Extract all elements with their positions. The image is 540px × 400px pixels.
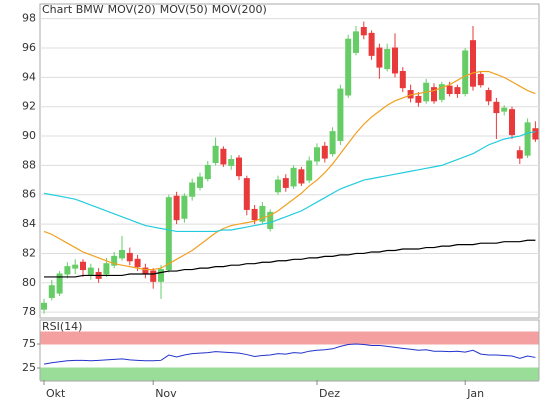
- candle-body: [87, 267, 94, 276]
- candle-body: [41, 302, 47, 310]
- y-tick-label: 92: [22, 100, 36, 113]
- candle-body: [158, 269, 164, 282]
- candle-body: [509, 109, 515, 136]
- candle-body: [220, 148, 227, 165]
- y-tick-label: 75: [22, 337, 36, 350]
- y-tick-label: 94: [22, 70, 36, 83]
- candle-body: [212, 145, 219, 163]
- candle-body: [392, 47, 398, 74]
- candle-body: [275, 179, 281, 193]
- candle-body: [48, 285, 55, 298]
- moving-average: [43, 70, 536, 271]
- legend-entry: MOV(50): [160, 3, 208, 16]
- candle-body: [376, 47, 383, 68]
- y-tick-label: 90: [22, 129, 36, 142]
- rsi-line: [43, 343, 536, 365]
- y-tick-label: 84: [22, 217, 36, 230]
- candle-body: [56, 273, 63, 294]
- y-tick-label: 96: [22, 41, 36, 54]
- candle-body: [353, 31, 359, 53]
- candle-body: [197, 176, 203, 188]
- candle-body: [181, 195, 188, 219]
- y-tick-label: 88: [22, 158, 36, 171]
- candle-body: [321, 145, 328, 159]
- candle-body: [399, 70, 406, 89]
- candle-body: [165, 197, 172, 271]
- moving-average: [43, 131, 536, 233]
- band: [40, 367, 539, 381]
- moving-average: [44, 239, 536, 278]
- candle-body: [267, 211, 274, 229]
- y-tick-label: 80: [22, 276, 36, 289]
- candle-body: [454, 87, 461, 95]
- y-tick-label: 86: [22, 188, 36, 201]
- candle-body: [345, 38, 352, 96]
- candle-body: [126, 252, 133, 262]
- candle-body: [368, 32, 375, 56]
- candle-body: [173, 195, 180, 221]
- candle-body: [306, 160, 313, 181]
- candle-body: [485, 90, 492, 102]
- y-tick-label: 25: [22, 361, 36, 374]
- candle-body: [446, 85, 453, 95]
- candle-body: [384, 48, 391, 70]
- x-tick-label: Dez: [319, 387, 340, 400]
- candle-body: [516, 150, 523, 159]
- x-tick-label: Jan: [466, 387, 484, 400]
- candle-body: [462, 50, 469, 95]
- candle-body: [493, 101, 500, 114]
- candle-body: [111, 255, 118, 266]
- candle-body: [150, 270, 157, 282]
- y-tick-label: 98: [22, 12, 36, 25]
- candle-body: [243, 178, 250, 210]
- candle-body: [415, 95, 422, 103]
- candle-body: [290, 167, 297, 187]
- candle-body: [251, 208, 258, 221]
- candle-body: [64, 266, 71, 275]
- candle-body: [431, 87, 437, 102]
- band: [40, 331, 539, 345]
- candle-body: [119, 250, 125, 259]
- candle-body: [259, 205, 266, 222]
- candle-body: [189, 182, 196, 197]
- legend-entry: Chart BMW: [42, 3, 104, 16]
- candle-body: [501, 107, 508, 112]
- legend-entry: MOV(200): [212, 3, 267, 16]
- candle-body: [282, 178, 289, 188]
- candle-body: [532, 128, 539, 140]
- candle-body: [72, 264, 79, 269]
- legend-entry: MOV(20): [108, 3, 156, 16]
- candle-body: [314, 147, 320, 162]
- candle-body: [477, 73, 484, 86]
- candle-body: [470, 40, 476, 87]
- candle-body: [228, 159, 235, 166]
- x-tick-label: Okt: [46, 387, 66, 400]
- candle-body: [134, 258, 141, 268]
- candle-body: [204, 164, 211, 180]
- x-tick-label: Nov: [155, 387, 177, 400]
- candle-body: [524, 122, 531, 156]
- candle-body: [103, 263, 110, 275]
- candle-body: [80, 261, 86, 271]
- y-tick-label: 82: [22, 246, 36, 259]
- candle-body: [298, 169, 305, 184]
- panel-title: RSI(14): [42, 320, 82, 333]
- candle-body: [337, 88, 344, 141]
- candle-body: [438, 84, 445, 100]
- candle-body: [329, 131, 336, 155]
- candle-body: [360, 26, 367, 36]
- y-tick-label: 78: [22, 305, 36, 318]
- candle-body: [236, 157, 242, 177]
